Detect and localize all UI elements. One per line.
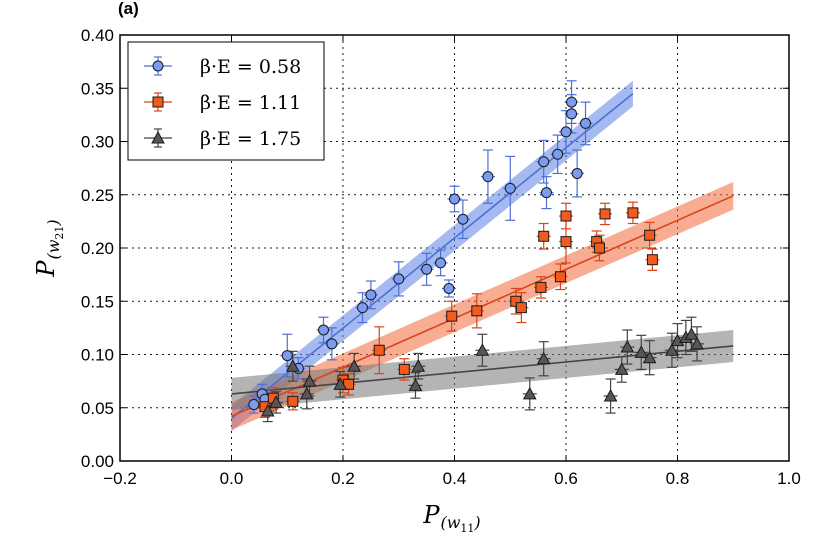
data-point [285, 359, 300, 372]
y-tick-labels: 0.00 0.05 0.10 0.15 0.20 0.25 0.30 0.35 0.40 [81, 26, 114, 471]
legend: β·E = 0.58 β·E = 1.11 β·E = 1.75 [127, 41, 325, 161]
data-point [554, 271, 566, 283]
y-tick-label: 0.40 [81, 26, 114, 45]
data-point [644, 229, 656, 241]
y-axis-label: P(w21) [32, 219, 66, 277]
data-point [471, 305, 483, 317]
data-point [538, 156, 550, 168]
data-point [535, 281, 547, 293]
y-tick-label: 0.20 [81, 239, 114, 258]
data-point [373, 344, 385, 356]
data-points [248, 96, 704, 417]
data-point [620, 340, 635, 353]
x-tick-label: 0.0 [220, 469, 244, 488]
x-tick-label: 0.4 [443, 469, 467, 488]
data-point [347, 359, 361, 372]
data-point [665, 343, 679, 356]
x-tick-labels: −0.2 0.0 0.2 0.4 0.6 0.8 1.0 [103, 469, 801, 488]
data-point [248, 399, 260, 411]
data-point [560, 236, 572, 248]
legend-label: β·E = 0.58 [200, 56, 301, 78]
data-point [287, 395, 299, 407]
y-tick-label: 0.15 [81, 292, 114, 311]
data-point [411, 359, 426, 372]
data-point [560, 126, 572, 138]
data-point [522, 386, 537, 400]
legend-marker [152, 60, 164, 72]
data-point [333, 377, 348, 390]
axis-ticks [119, 34, 790, 462]
data-point [571, 167, 583, 179]
legend-marker [152, 96, 164, 108]
data-point [302, 374, 317, 387]
x-tick-label: 0.2 [331, 469, 355, 488]
data-point [603, 388, 618, 402]
data-point [593, 242, 605, 254]
legend-label: β·E = 1.75 [200, 128, 301, 150]
data-point [281, 350, 293, 362]
data-point [580, 117, 592, 129]
legend-marker [151, 130, 165, 144]
data-point [421, 263, 433, 275]
y-tick-label: 0.05 [81, 399, 114, 418]
data-point [599, 208, 611, 220]
legend-label: β·E = 1.11 [200, 92, 301, 114]
data-point [510, 295, 522, 307]
data-point [504, 182, 516, 194]
data-point [515, 302, 527, 314]
data-point [690, 336, 704, 350]
data-point [326, 338, 338, 350]
y-tick-label: 0.00 [81, 452, 114, 471]
y-tick-label: 0.10 [81, 346, 114, 365]
panel-label: (a) [118, 0, 139, 18]
data-point [475, 343, 490, 356]
data-point [540, 187, 552, 199]
data-point [260, 403, 275, 417]
data-point [446, 310, 458, 322]
data-point [393, 273, 405, 285]
data-point [357, 302, 369, 314]
data-point [566, 96, 578, 108]
x-tick-label: 1.0 [777, 469, 801, 488]
data-point [566, 108, 578, 120]
data-point [684, 327, 699, 340]
data-point [299, 386, 314, 400]
data-point [408, 378, 423, 391]
data-point [627, 207, 639, 219]
y-tick-label: 0.30 [81, 133, 114, 152]
data-point [269, 395, 283, 408]
data-point [449, 193, 460, 205]
data-point [482, 171, 494, 183]
data-point [634, 345, 649, 358]
x-tick-label: 0.6 [554, 469, 578, 488]
data-point [614, 362, 629, 375]
y-tick-label: 0.35 [81, 79, 114, 98]
x-tick-label: −0.2 [103, 469, 137, 488]
data-point [365, 289, 377, 301]
data-point [317, 324, 329, 336]
data-point [536, 351, 551, 365]
x-tick-label: 0.8 [666, 469, 690, 488]
data-point [646, 254, 658, 266]
y-tick-label: 0.25 [81, 186, 114, 205]
x-axis-label: P(w11) [422, 501, 480, 535]
data-point [560, 210, 572, 222]
data-point [552, 148, 564, 160]
data-point [642, 350, 657, 364]
data-point [457, 213, 469, 225]
data-point [398, 363, 410, 375]
data-point [435, 257, 447, 269]
data-point [538, 230, 550, 242]
data-point [443, 282, 455, 294]
